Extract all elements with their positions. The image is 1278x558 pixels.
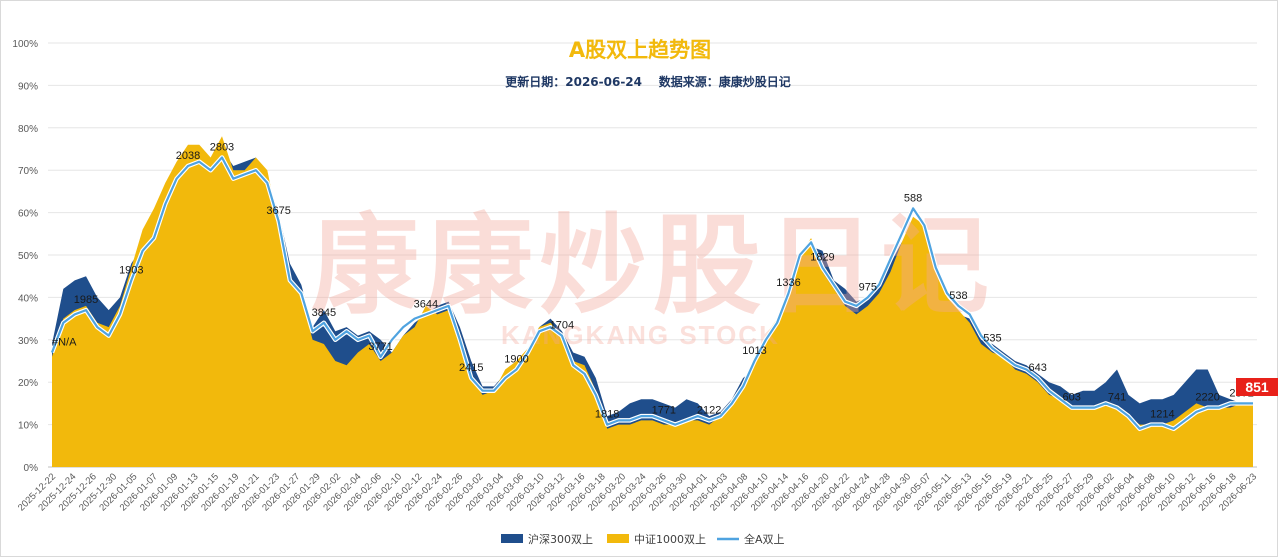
last-value-badge: 851 xyxy=(1236,378,1278,396)
series-line-quanA xyxy=(50,156,1253,430)
data-label: 1985 xyxy=(74,294,98,306)
legend-label: 全A双上 xyxy=(744,532,785,546)
data-label: 3675 xyxy=(266,205,290,217)
watermark-en-text: KANGKANG STOCK xyxy=(501,320,780,350)
data-label: 975 xyxy=(859,281,877,293)
data-label: 535 xyxy=(983,332,1001,344)
data-label: 1903 xyxy=(119,264,143,276)
data-label: 1013 xyxy=(742,345,766,357)
legend: 沪深300双上 中证1000双上 全A双上 xyxy=(501,532,785,546)
chart-subtitle: 更新日期：2026-06-24 数据来源：康康炒股日记 xyxy=(505,74,790,89)
data-label: 1771 xyxy=(652,404,676,416)
data-labels: #N/A 1985 1903 2038 2803 3675 3845 3771 3644 2415… xyxy=(52,1,1278,421)
data-label: 2233 xyxy=(1275,1,1278,4)
watermark-text: 康康炒股日记 xyxy=(311,204,995,329)
y-tick-label: 50% xyxy=(18,251,38,262)
y-tick-label: 0% xyxy=(24,463,39,474)
y-tick-label: 40% xyxy=(18,293,38,304)
legend-label: 沪深300双上 xyxy=(528,532,593,546)
data-label: 2415 xyxy=(459,362,483,374)
y-tick-label: 80% xyxy=(18,124,38,135)
data-label: 538 xyxy=(949,290,967,302)
data-label: 3771 xyxy=(368,341,392,353)
data-label: 588 xyxy=(904,192,922,204)
last-value-text: 851 xyxy=(1245,379,1269,395)
y-tick-label: 10% xyxy=(18,421,38,432)
watermark: 康康炒股日记 KANGKANG STOCK xyxy=(311,204,995,350)
data-label: 3644 xyxy=(414,298,438,310)
legend-label: 中证1000双上 xyxy=(634,533,706,546)
data-label: 2038 xyxy=(176,150,200,162)
y-tick-label: 60% xyxy=(18,209,38,220)
data-label: 741 xyxy=(1108,392,1126,404)
data-label: 3845 xyxy=(312,307,336,319)
data-label: #N/A xyxy=(52,337,77,349)
data-label: 2220 xyxy=(1195,392,1219,404)
data-label: 1829 xyxy=(810,252,834,264)
y-tick-label: 30% xyxy=(18,336,38,347)
y-tick-label: 100% xyxy=(12,39,38,50)
series-area-zz1000 xyxy=(52,136,1253,468)
data-label: 1336 xyxy=(776,277,800,289)
y-axis: 0% 10% 20% 30% 40% 50% 60% 70% 80% 90% 100% xyxy=(12,39,38,474)
data-label: 2122 xyxy=(697,404,721,416)
series-line xyxy=(49,155,1253,432)
data-label: 1818 xyxy=(595,409,619,421)
legend-swatch xyxy=(501,534,523,543)
legend-swatch xyxy=(607,534,629,543)
data-label: 1214 xyxy=(1150,409,1174,421)
chart-title: A股双上趋势图 xyxy=(569,38,711,62)
data-label: 1900 xyxy=(504,353,528,365)
data-label: 2803 xyxy=(210,141,234,153)
data-label: 1704 xyxy=(550,320,574,332)
y-tick-label: 20% xyxy=(18,378,38,389)
y-tick-label: 70% xyxy=(18,166,38,177)
series-areas xyxy=(52,136,1253,468)
y-tick-label: 90% xyxy=(18,81,38,92)
x-axis: 2025-12-222025-12-242025-12-262025-12-30… xyxy=(16,471,1259,513)
data-label: 643 xyxy=(1029,362,1047,374)
data-label: 603 xyxy=(1063,392,1081,404)
